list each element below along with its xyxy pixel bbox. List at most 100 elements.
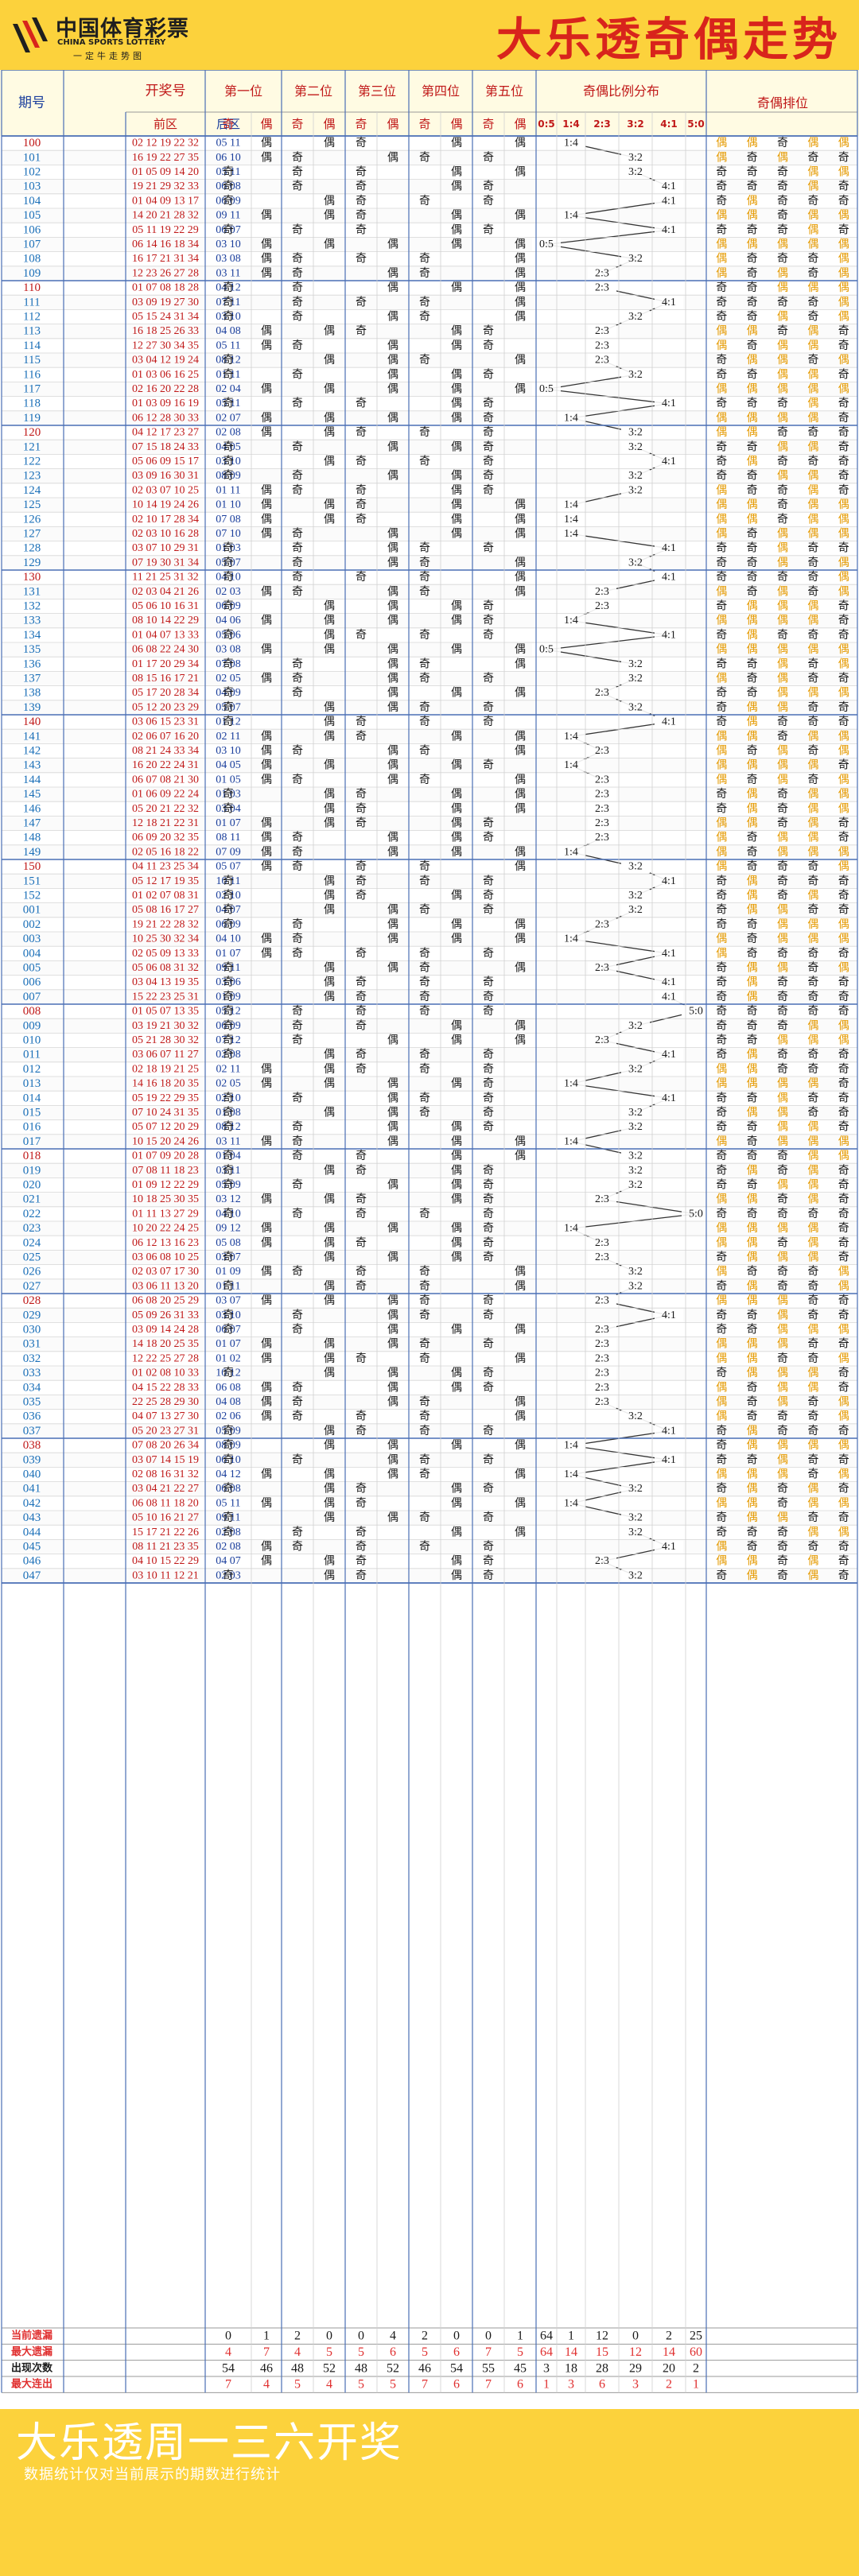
- order-mark: 奇: [838, 483, 849, 497]
- position-mark: 奇: [223, 194, 234, 208]
- order-mark: 奇: [838, 469, 849, 483]
- order-mark: 奇: [807, 657, 818, 670]
- row-stripe: [2, 1077, 857, 1092]
- order-mark: 偶: [716, 339, 727, 352]
- draw-issue: 006: [23, 976, 41, 989]
- order-mark: 偶: [777, 339, 788, 352]
- draw-back-numbers: 06 10: [216, 152, 241, 164]
- draw-front-numbers: 06 12 28 30 33: [132, 412, 199, 424]
- stats-value: 2: [666, 2378, 672, 2392]
- draw-front-numbers: 16 20 22 24 31: [132, 759, 199, 771]
- position-mark: 偶: [324, 1236, 335, 1249]
- position-mark: 奇: [223, 397, 234, 410]
- draw-back-numbers: 08 12: [216, 355, 241, 367]
- position-mark: 偶: [451, 890, 462, 902]
- order-mark: 偶: [838, 788, 849, 801]
- ratio-mark: 3:2: [628, 1165, 643, 1177]
- position-mark: 偶: [387, 412, 398, 425]
- order-mark: 偶: [807, 802, 818, 815]
- draw-issue: 047: [23, 1569, 41, 1582]
- order-mark: 偶: [716, 860, 727, 873]
- position-mark: 偶: [324, 1280, 335, 1293]
- draw-back-numbers: 06 08: [216, 180, 241, 192]
- position-mark: 偶: [515, 730, 526, 743]
- position-mark: 偶: [515, 528, 526, 541]
- order-mark: 奇: [777, 976, 788, 989]
- position-mark: 偶: [387, 1338, 398, 1351]
- stats-value: 1: [568, 2330, 574, 2343]
- order-mark: 偶: [838, 571, 849, 584]
- order-mark: 偶: [777, 1092, 788, 1104]
- ratio-mark: 0:5: [539, 239, 554, 250]
- position-mark: 偶: [324, 426, 335, 439]
- position-mark: 偶: [387, 1309, 398, 1321]
- order-mark: 偶: [777, 1324, 788, 1336]
- order-mark: 偶: [838, 933, 849, 945]
- order-mark: 偶: [807, 1483, 818, 1496]
- position-mark: 奇: [483, 1091, 494, 1104]
- order-mark: 偶: [838, 1135, 849, 1148]
- order-mark: 奇: [747, 672, 758, 685]
- order-mark: 奇: [838, 628, 849, 642]
- stats-value: 7: [225, 2378, 231, 2392]
- position-mark: 偶: [387, 1396, 398, 1409]
- position-mark: 奇: [356, 1424, 367, 1437]
- ratio-mark-bg: [588, 744, 616, 758]
- draw-issue: 147: [23, 817, 41, 830]
- position-mark: 偶: [515, 571, 526, 584]
- ratio-mark-bg: [621, 252, 650, 266]
- position-mark: 偶: [261, 860, 272, 873]
- draw-back-numbers: 07 12: [216, 1034, 241, 1046]
- stats-value: 5: [390, 2378, 396, 2392]
- order-mark: 奇: [716, 397, 727, 410]
- draw-front-numbers: 12 27 30 34 35: [132, 339, 199, 351]
- position-mark: 奇: [419, 657, 430, 670]
- draw-front-numbers: 16 19 22 27 35: [132, 152, 199, 164]
- draw-back-numbers: 02 08: [216, 1527, 241, 1538]
- draw-front-numbers: 06 07 08 21 30: [132, 774, 199, 786]
- position-mark: 偶: [324, 412, 335, 425]
- position-mark: 奇: [483, 180, 494, 193]
- draw-issue: 129: [23, 557, 41, 569]
- order-mark: 偶: [838, 166, 849, 179]
- position-mark: 奇: [356, 1062, 367, 1076]
- order-mark: 奇: [838, 150, 849, 164]
- position-mark: 偶: [451, 1193, 462, 1206]
- order-mark: 偶: [747, 875, 758, 887]
- position-mark: 奇: [292, 281, 303, 294]
- position-mark: 偶: [515, 1497, 526, 1510]
- draw-issue: 038: [23, 1439, 41, 1452]
- draw-front-numbers: 22 25 28 29 30: [132, 1396, 199, 1408]
- position-mark: 奇: [419, 961, 430, 975]
- draw-back-numbers: 05 09: [216, 1179, 241, 1191]
- position-mark: 奇: [483, 483, 494, 497]
- draw-issue: 143: [23, 759, 41, 772]
- order-mark: 偶: [838, 1034, 849, 1047]
- ratio-mark-bg: [557, 1077, 585, 1091]
- order-mark: 偶: [777, 600, 788, 613]
- position-mark: 奇: [419, 672, 430, 685]
- ratio-mark: 1:4: [564, 759, 578, 771]
- position-mark: 偶: [387, 904, 398, 917]
- position-mark: 偶: [387, 745, 398, 758]
- position-mark: 奇: [483, 1337, 494, 1351]
- ratio-mark-bg: [621, 903, 650, 917]
- position-mark: 偶: [324, 1107, 335, 1119]
- draw-issue: 031: [23, 1338, 41, 1351]
- draw-front-numbers: 02 06 07 16 20: [132, 731, 199, 743]
- ratio-mark-bg: [621, 1150, 650, 1163]
- draw-front-numbers: 10 18 25 30 35: [132, 1193, 199, 1205]
- stats-value: 4: [225, 2345, 231, 2359]
- order-mark: 奇: [716, 990, 727, 1003]
- order-mark: 奇: [777, 1410, 788, 1423]
- order-mark: 奇: [747, 1178, 758, 1192]
- position-mark: 偶: [515, 658, 526, 670]
- position-mark: 偶: [515, 383, 526, 396]
- position-mark: 偶: [515, 1439, 526, 1452]
- position-mark: 偶: [387, 339, 398, 352]
- row-stripe: [2, 1192, 857, 1207]
- order-mark: 偶: [747, 412, 758, 425]
- ratio-mark-bg: [557, 1222, 585, 1236]
- position-mark: 奇: [419, 266, 430, 280]
- position-mark: 奇: [483, 599, 494, 613]
